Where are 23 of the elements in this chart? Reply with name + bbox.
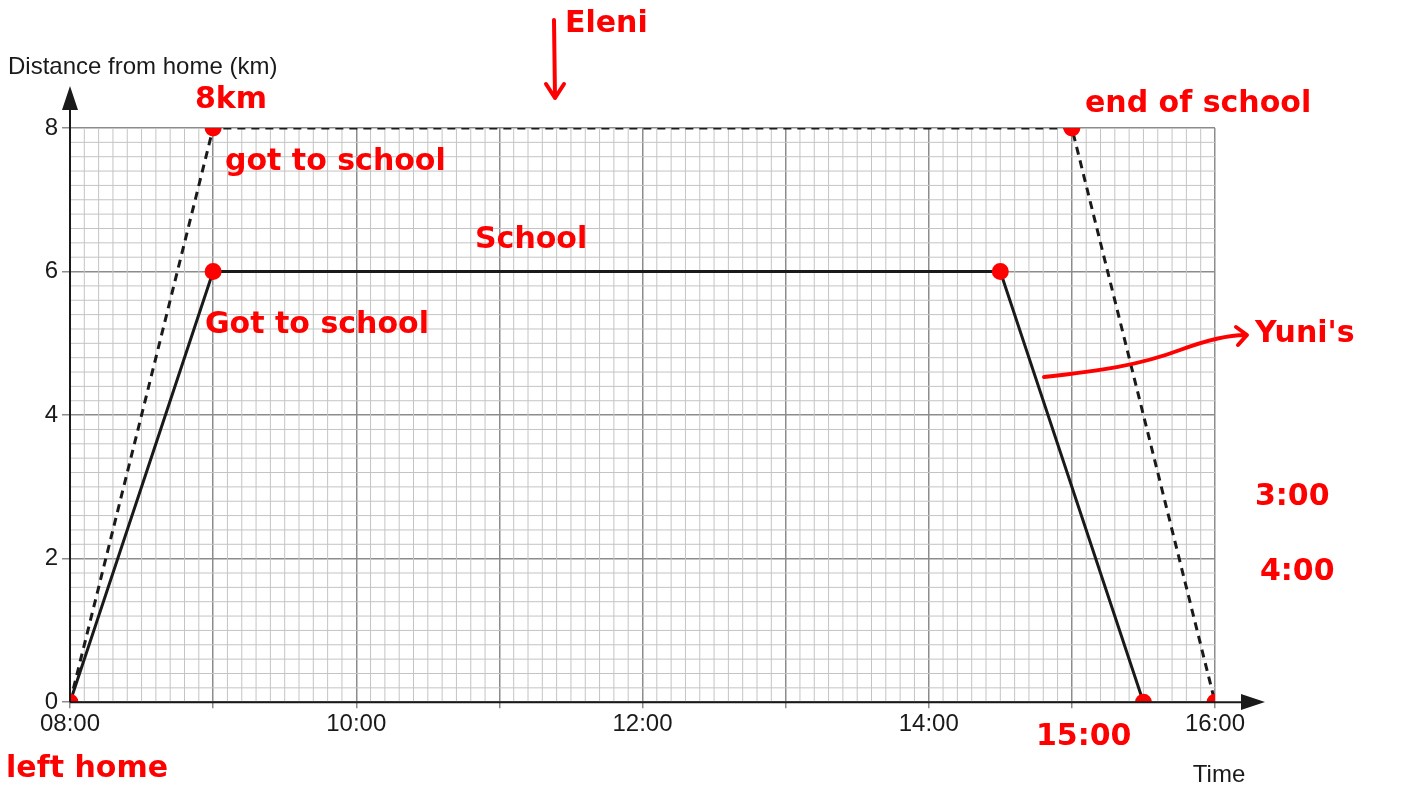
text: Eleni [565, 4, 648, 39]
point [991, 263, 1009, 281]
text: 8km [195, 80, 268, 115]
y-tick-label: 8 [44, 112, 58, 140]
y-tick-label: 2 [44, 543, 58, 571]
x-tick-label: 14:00 [898, 709, 959, 737]
annotation: School [475, 220, 588, 255]
y-tick-label: 6 [44, 256, 58, 284]
text: left home [6, 749, 169, 784]
y-axis-title: Distance from home (km) [8, 52, 278, 79]
x-axis-title: Time [1192, 760, 1246, 787]
annotation: got to school [225, 142, 446, 177]
y-tick-label: 4 [44, 399, 58, 427]
annotation: Got to school [205, 305, 429, 340]
text: 3:00 [1255, 477, 1330, 512]
text: Yuni's [1254, 314, 1355, 349]
text: 15:00 [1036, 717, 1132, 752]
x-tick-label: 12:00 [612, 709, 673, 737]
x-tick-label: 10:00 [326, 709, 387, 737]
x-tick-label: 16:00 [1184, 709, 1246, 737]
text: 4:00 [1260, 552, 1335, 587]
text: end of school [1085, 84, 1312, 119]
point [204, 263, 222, 281]
